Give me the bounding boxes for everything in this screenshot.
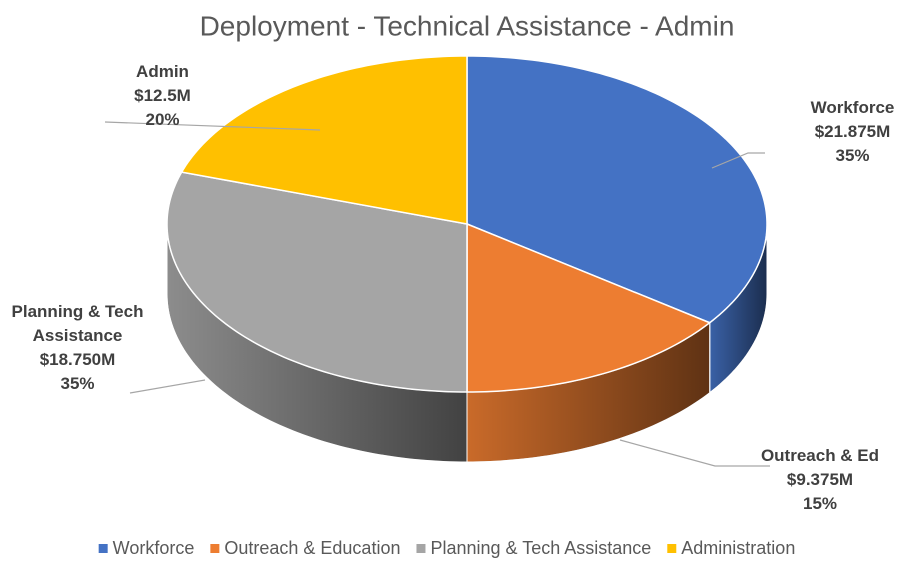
pie-slice — [180, 55, 468, 225]
leader-line — [129, 379, 206, 394]
data-label-value: $12.5M — [134, 86, 191, 105]
data-label-percent: 35% — [60, 374, 95, 393]
legend-label: Workforce — [113, 538, 195, 558]
pie-slice — [466, 222, 712, 393]
data-label: Planning & Tech Assistance $18.750M 35% — [10, 300, 145, 396]
data-label-percent: 15% — [802, 494, 838, 513]
legend-label: Administration — [681, 538, 795, 558]
leader-line — [104, 121, 321, 131]
data-label-value: $21.875M — [814, 122, 891, 141]
legend-label: Outreach & Education — [224, 538, 400, 558]
leader-line — [619, 439, 770, 467]
data-label-label: Outreach & Ed — [760, 446, 880, 465]
data-label: Outreach & Ed $9.375M 15% — [745, 444, 895, 516]
data-label-value: $9.375M — [786, 470, 854, 489]
pie-slice — [466, 55, 768, 324]
data-label-value: $18.750M — [39, 350, 116, 369]
leader-line — [711, 152, 765, 169]
data-label-label: Planning & Tech Assistance — [11, 302, 144, 345]
legend-label: Planning & Tech Assistance — [430, 538, 651, 558]
data-label: Admin $12.5M 20% — [95, 60, 230, 132]
chart-title: Deployment - Technical Assistance - Admi… — [200, 10, 735, 41]
data-label-percent: 20% — [145, 110, 180, 129]
legend-swatch — [210, 544, 220, 553]
pie-slice — [166, 171, 468, 393]
data-label: Workforce $21.875M 35% — [790, 96, 910, 168]
data-label-percent: 35% — [835, 146, 870, 165]
legend-swatch — [416, 544, 426, 553]
data-label-label: Admin — [136, 62, 189, 81]
legend-swatch — [667, 544, 677, 553]
legend-swatch — [98, 544, 108, 553]
data-label-label: Workforce — [810, 98, 895, 117]
